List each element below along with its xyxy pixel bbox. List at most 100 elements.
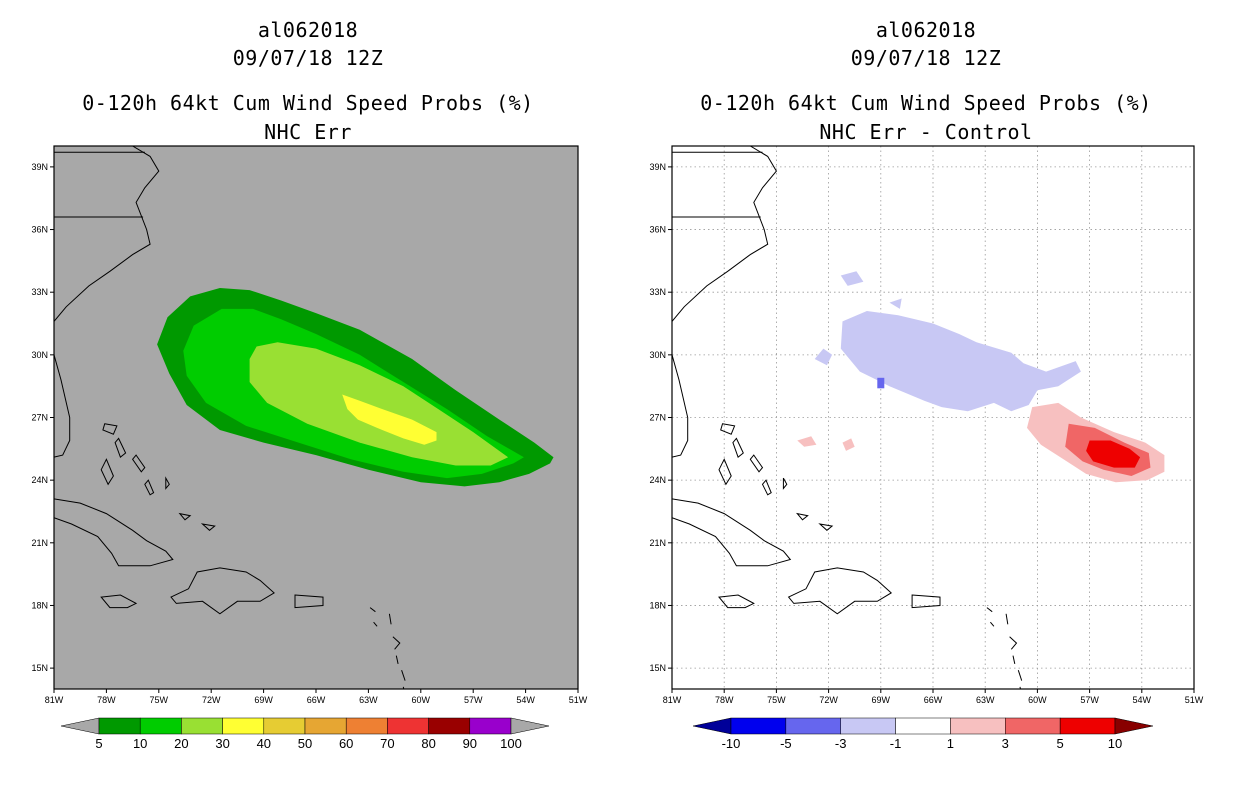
coastline-bahamas: [732, 437, 744, 459]
x-tick-label: 78W: [97, 695, 116, 705]
coastline-lesser-antilles: [392, 636, 401, 650]
colorbar-label: 80: [421, 736, 435, 751]
y-tick-label: 33N: [649, 287, 666, 297]
coastline-puerto-rico: [911, 594, 941, 609]
coastline-lesser-antilles: [373, 621, 378, 627]
coastline-lesser-antilles: [1017, 670, 1023, 681]
colorbar-label: 70: [380, 736, 394, 751]
coastline-lesser-antilles: [388, 613, 392, 625]
colorbar-label: 90: [463, 736, 477, 751]
x-tick-label: 81W: [663, 695, 682, 705]
y-tick-label: 18N: [649, 600, 666, 610]
x-tick-label: 54W: [1133, 695, 1152, 705]
coastline-cuba: [672, 498, 792, 567]
contour-level-1: [797, 436, 817, 447]
y-tick-label: 18N: [31, 600, 48, 610]
x-tick-label: 72W: [819, 695, 838, 705]
contour-level-neg1: [889, 298, 902, 309]
y-tick-label: 21N: [31, 538, 48, 548]
plot-area: [672, 146, 1194, 689]
x-tick-label: 75W: [150, 695, 169, 705]
y-tick-label: 39N: [31, 162, 48, 172]
right-storm-id: al062018: [875, 18, 977, 42]
coastline-lesser-antilles: [990, 621, 995, 627]
colorbar-label: -10: [722, 736, 741, 751]
x-tick-label: 63W: [976, 695, 995, 705]
contour-level-neg1: [814, 348, 833, 366]
coastline-bahamas: [718, 458, 732, 486]
colorbar-under-arrow: [60, 717, 100, 735]
colorbar-label: 40: [257, 736, 271, 751]
colorbar-label: 1: [947, 736, 954, 751]
y-tick-label: 30N: [649, 350, 666, 360]
colorbar-cell: [950, 717, 1006, 735]
coastline-lesser-antilles: [401, 670, 406, 681]
right-chart-title: 0-120h 64kt Cum Wind Speed Probs (%): [700, 91, 1152, 115]
coastline-cuba: [54, 498, 174, 567]
x-tick-label: 66W: [307, 695, 326, 705]
colorbar-cell: [1059, 717, 1116, 735]
y-tick-label: 15N: [31, 663, 48, 673]
y-tick-label: 24N: [31, 475, 48, 485]
right-chart-subtitle: NHC Err - Control: [819, 120, 1033, 144]
right-date: 09/07/18 12Z: [850, 46, 1002, 70]
colorbar-over-arrow: [510, 717, 550, 735]
colorbar-label: 50: [298, 736, 312, 751]
coastline-bahamas: [178, 512, 192, 521]
y-tick-label: 21N: [649, 538, 666, 548]
contour-level-1: [842, 438, 855, 451]
y-tick-label: 24N: [649, 475, 666, 485]
coastline-lesser-antilles: [395, 655, 399, 665]
coastline-lesser-antilles: [369, 607, 376, 613]
colorbar-cell: [730, 717, 787, 735]
coastline-bahamas: [102, 423, 118, 435]
left-chart-subtitle: NHC Err: [264, 120, 352, 144]
coastline-lesser-antilles: [986, 607, 993, 613]
coastline-bahamas: [782, 477, 788, 490]
coastline-lesser-antilles: [1019, 686, 1021, 689]
x-tick-label: 63W: [359, 695, 378, 705]
colorbar-label: 3: [1002, 736, 1009, 751]
colorbar-cell: [895, 717, 951, 735]
x-tick-label: 57W: [1080, 695, 1099, 705]
x-tick-label: 69W: [872, 695, 891, 705]
contour-level-neg3: [877, 377, 885, 389]
colorbar-cell: [139, 717, 182, 735]
colorbar-label: -3: [835, 736, 847, 751]
coastline-east: [672, 146, 778, 322]
left-chart-title: 0-120h 64kt Cum Wind Speed Probs (%): [82, 91, 534, 115]
y-tick-label: 33N: [31, 287, 48, 297]
coastline-east: [54, 146, 160, 322]
colorbar-label: 60: [339, 736, 353, 751]
x-tick-label: 69W: [254, 695, 273, 705]
left-storm-id: al062018: [257, 18, 359, 42]
colorbar-cell: [1005, 717, 1061, 735]
x-tick-label: 51W: [1185, 695, 1204, 705]
coastline-lesser-antilles: [402, 686, 405, 689]
x-tick-label: 72W: [202, 695, 221, 705]
right-colorbar: -10 -5 -3 -1 1 3 5 10: [692, 717, 1154, 751]
coastline-bahamas: [795, 512, 809, 521]
plot-area: [54, 146, 554, 689]
colorbar-label: 10: [133, 736, 147, 751]
coastline-bahamas: [165, 476, 170, 490]
coastline-bahamas: [761, 479, 772, 496]
x-tick-label: 81W: [45, 695, 64, 705]
colorbar-under-arrow: [692, 717, 732, 735]
x-tick-label: 57W: [464, 695, 483, 705]
left-map-panel: 81W 78W 75W 72W 69W 66W 63W 60W 57W 54W 51W 15N 18N 2…: [31, 145, 588, 705]
y-tick-label: 39N: [649, 162, 666, 172]
coastline-bahamas: [749, 454, 764, 473]
colorbar-cell: [263, 717, 306, 735]
coastline-hispaniola: [787, 567, 893, 615]
colorbar-cell: [428, 717, 471, 735]
coastline-florida: [54, 354, 71, 458]
x-tick-label: 60W: [412, 695, 431, 705]
colorbar-cell: [98, 717, 141, 735]
coastline-bahamas: [200, 523, 216, 531]
coastline-lesser-antilles: [1012, 655, 1016, 665]
left-date: 09/07/18 12Z: [232, 46, 384, 70]
left-colorbar: 5 10 20 30 40 50 60 70 80 90 100: [60, 717, 550, 751]
colorbar-cell: [469, 717, 512, 735]
